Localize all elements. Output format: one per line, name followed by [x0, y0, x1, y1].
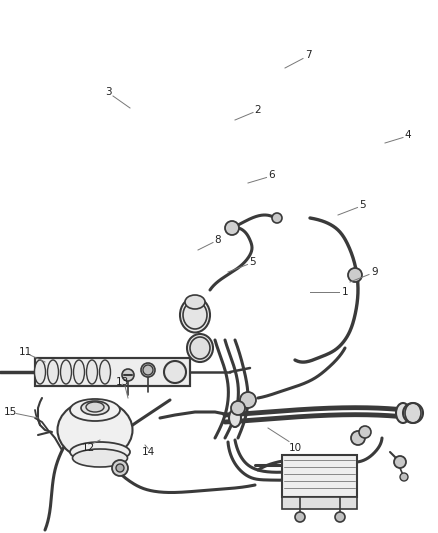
Circle shape: [335, 512, 345, 522]
Bar: [282, 455, 357, 497]
Text: 5: 5: [360, 200, 366, 210]
Ellipse shape: [35, 360, 46, 384]
Text: 13: 13: [115, 377, 129, 387]
Text: 7: 7: [305, 50, 311, 60]
Ellipse shape: [164, 361, 186, 383]
Text: 2: 2: [254, 105, 261, 115]
Ellipse shape: [47, 360, 59, 384]
Ellipse shape: [190, 337, 210, 359]
Circle shape: [295, 512, 305, 522]
Text: 12: 12: [81, 443, 95, 453]
Text: 9: 9: [372, 267, 378, 277]
Bar: [35, 358, 190, 386]
Ellipse shape: [81, 401, 109, 415]
Circle shape: [141, 363, 155, 377]
Circle shape: [394, 456, 406, 468]
Text: 4: 4: [405, 130, 411, 140]
Bar: [35, 358, 190, 386]
Text: 6: 6: [268, 170, 276, 180]
Circle shape: [112, 460, 128, 476]
Circle shape: [122, 369, 134, 381]
Circle shape: [225, 221, 239, 235]
Ellipse shape: [60, 360, 71, 384]
Ellipse shape: [70, 399, 120, 421]
Ellipse shape: [73, 449, 127, 467]
Ellipse shape: [57, 400, 133, 460]
Circle shape: [116, 464, 124, 472]
Ellipse shape: [180, 297, 210, 333]
Circle shape: [272, 213, 282, 223]
Ellipse shape: [74, 360, 85, 384]
Text: 11: 11: [18, 347, 32, 357]
Circle shape: [348, 268, 362, 282]
Text: 3: 3: [105, 87, 111, 97]
Ellipse shape: [185, 295, 205, 309]
Ellipse shape: [70, 442, 130, 462]
Ellipse shape: [86, 360, 98, 384]
Circle shape: [351, 431, 365, 445]
Ellipse shape: [86, 402, 104, 412]
Text: 1: 1: [342, 287, 348, 297]
Text: 8: 8: [215, 235, 221, 245]
Ellipse shape: [187, 334, 213, 362]
Circle shape: [403, 403, 423, 423]
Circle shape: [400, 473, 408, 481]
Ellipse shape: [229, 409, 241, 427]
Text: 5: 5: [250, 257, 256, 267]
Ellipse shape: [143, 365, 153, 375]
Ellipse shape: [99, 360, 110, 384]
Ellipse shape: [396, 403, 410, 423]
Bar: [282, 497, 357, 509]
Circle shape: [240, 392, 256, 408]
Text: 15: 15: [4, 407, 17, 417]
Text: 10: 10: [289, 443, 301, 453]
Circle shape: [231, 401, 245, 415]
Text: 14: 14: [141, 447, 155, 457]
Circle shape: [359, 426, 371, 438]
Ellipse shape: [183, 301, 207, 329]
